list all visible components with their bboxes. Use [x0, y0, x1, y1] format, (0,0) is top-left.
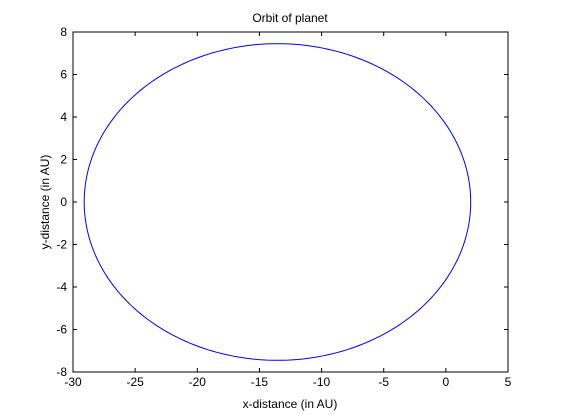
plot-area [72, 31, 509, 373]
y-tick-label: -4 [56, 280, 67, 294]
y-tick-label: -8 [56, 365, 67, 379]
x-axis-label: x-distance (in AU) [243, 397, 338, 411]
y-tick-label: 8 [60, 25, 67, 39]
y-tick-label: -2 [56, 238, 67, 252]
y-tick-label: 0 [60, 195, 67, 209]
x-tick-label: -5 [378, 375, 389, 389]
x-tick-label: -25 [126, 375, 144, 389]
ticks [72, 31, 509, 373]
y-tick-label: 6 [60, 68, 67, 82]
x-tick-label: 0 [443, 375, 450, 389]
y-axis-label: y-distance (in AU) [38, 155, 52, 250]
x-tick-label: -20 [189, 375, 207, 389]
x-tick-label: -10 [313, 375, 331, 389]
series-layer [83, 43, 472, 361]
y-tick-label: -6 [56, 323, 67, 337]
x-tick-label: -30 [64, 375, 82, 389]
orbit-line [83, 43, 472, 361]
x-tick-label: -15 [251, 375, 269, 389]
chart-title: Orbit of planet [252, 11, 328, 25]
x-tick-label: 5 [505, 375, 512, 389]
y-tick-label: 2 [60, 153, 67, 167]
y-tick-label: 4 [60, 110, 67, 124]
